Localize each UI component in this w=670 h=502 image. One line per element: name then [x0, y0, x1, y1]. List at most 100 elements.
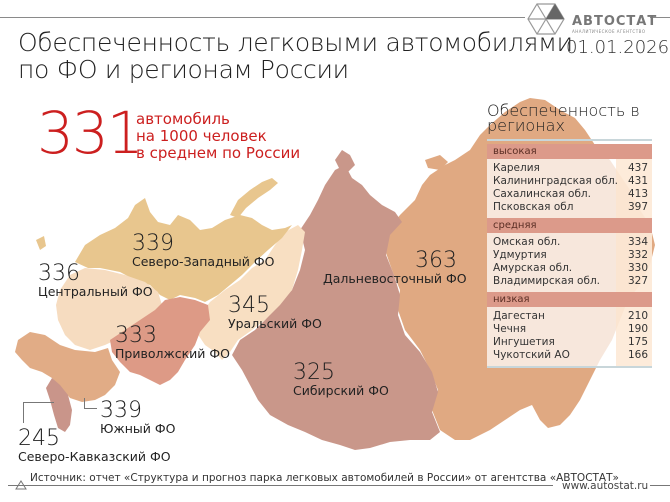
- district-label-siberia: 325 Сибирский ФО: [293, 362, 389, 398]
- table-row: Чечня 190: [487, 323, 652, 336]
- caption-line-2: на 1000 человек: [136, 127, 267, 145]
- district-name: Северо-Кавказский ФО: [18, 449, 171, 464]
- region-value: 330: [627, 262, 648, 274]
- table-row: Ингушетия 175: [487, 336, 652, 349]
- district-label-ural: 345 Уральский ФО: [228, 295, 322, 331]
- district-value: 245: [18, 426, 60, 451]
- district-value: 345: [228, 293, 270, 318]
- region-name: Псковская обл: [493, 201, 574, 213]
- table-row: Калининградская обл. 431: [487, 175, 652, 188]
- table-row: Дагестан 210: [487, 310, 652, 323]
- page-title: Обеспеченность легковыми автомобилями по…: [18, 29, 573, 83]
- region-name: Чечня: [493, 323, 527, 335]
- district-name: Дальневосточный ФО: [323, 271, 467, 286]
- district-label-volga: 333 Приволжский ФО: [115, 325, 230, 361]
- value-column-bg: [616, 144, 652, 366]
- autostat-logo: АВТОСТАТ АНАЛИТИЧЕСКОЕ АГЕНТСТВО: [527, 2, 656, 36]
- map-region-ural: [195, 225, 305, 360]
- district-name: Сибирский ФО: [293, 383, 389, 398]
- region-name: Карелия: [493, 162, 540, 174]
- panel-title-line-2: регионах: [487, 116, 565, 135]
- report-date: 01.01.2026: [566, 37, 670, 58]
- group-header-low: низкая: [487, 292, 652, 307]
- region-name: Ингушетия: [493, 336, 555, 348]
- district-value: 333: [115, 323, 157, 348]
- website-link[interactable]: www.autostat.ru: [562, 480, 649, 492]
- region-value: 332: [627, 249, 648, 261]
- header-rule-right: [650, 17, 670, 18]
- map-region-nw: [75, 198, 292, 302]
- title-line-1: Обеспеченность легковыми автомобилями: [18, 28, 573, 57]
- region-value: 175: [627, 336, 648, 348]
- regions-panel: Обеспеченность в регионах высокая Карели…: [487, 103, 652, 368]
- district-value: 339: [100, 398, 142, 423]
- district-label-ncaucasus: 245 Северо-Кавказский ФО: [18, 428, 171, 464]
- leader-line-ncaucasus: [23, 402, 54, 423]
- russia-average-value: 331: [37, 99, 144, 167]
- map-island-new-siberian: [425, 155, 448, 170]
- title-line-2: по ФО и регионам России: [18, 55, 349, 84]
- group-header-medium: средняя: [487, 218, 652, 233]
- district-value: 339: [132, 231, 174, 256]
- map-region-siberia: [232, 165, 440, 450]
- map-region-ncaucasus: [46, 378, 72, 432]
- regions-panel-title: Обеспеченность в регионах: [487, 101, 652, 135]
- map-region-volga: [110, 297, 210, 385]
- region-value: 437: [627, 162, 648, 174]
- map-exclave-kaliningrad: [36, 236, 46, 250]
- region-value: 327: [627, 275, 648, 287]
- logo-name: АВТОСТАТ: [572, 14, 658, 29]
- region-value: 190: [627, 323, 648, 335]
- table-row: Карелия 437: [487, 162, 652, 175]
- district-label-central: 336 Центральный ФО: [38, 263, 153, 299]
- district-label-south: 339 Южный ФО: [100, 400, 176, 436]
- region-value: 397: [627, 201, 648, 213]
- map-island-novaya-zemlya: [230, 178, 278, 218]
- region-value: 413: [627, 188, 648, 200]
- region-name: Дагестан: [493, 310, 545, 322]
- table-row: Чукотский АО 166: [487, 349, 652, 362]
- district-label-nw: 339 Северо-Западный ФО: [132, 233, 274, 269]
- region-value: 166: [627, 349, 648, 361]
- map-island-severnaya-zemlya: [335, 150, 355, 172]
- district-name: Приволжский ФО: [115, 346, 230, 361]
- table-row: Псковская обл 397: [487, 201, 652, 214]
- region-name: Чукотский АО: [493, 349, 570, 361]
- region-name: Калининградская обл.: [493, 175, 619, 187]
- caption-line-1: автомобиль: [136, 110, 230, 128]
- autostat-logo-icon: [527, 3, 565, 35]
- group-high: Карелия 437 Калининградская обл. 431 Сахал…: [487, 162, 652, 218]
- group-low: Дагестан 210 Чечня 190 Ингушетия 175 Чукотс…: [487, 310, 652, 366]
- district-name: Уральский ФО: [228, 316, 322, 331]
- table-row: Удмуртия 332: [487, 249, 652, 262]
- table-row: Омская обл. 334: [487, 236, 652, 249]
- region-name: Удмуртия: [493, 249, 547, 261]
- table-row: Амурская обл. 330: [487, 262, 652, 275]
- district-value: 325: [293, 360, 335, 385]
- district-name: Южный ФО: [100, 421, 176, 436]
- group-medium: Омская обл. 334 Удмуртия 332 Амурская обл.…: [487, 236, 652, 292]
- region-value: 334: [627, 236, 648, 248]
- region-name: Омская обл.: [493, 236, 561, 248]
- panel-top-rule: [487, 139, 652, 141]
- region-value: 210: [627, 310, 648, 322]
- footer-rule-right: [650, 485, 670, 486]
- group-header-high: высокая: [487, 144, 652, 159]
- panel-title-line-1: Обеспеченность в: [487, 101, 640, 120]
- table-row: Владимирская обл. 327: [487, 275, 652, 288]
- source-note: Источник: отчет «Структура и прогноз пар…: [30, 472, 619, 484]
- russia-average-caption: автомобиль на 1000 человек в среднем по …: [136, 111, 300, 162]
- map-region-south: [15, 332, 120, 402]
- region-name: Сахалинская обл.: [493, 188, 591, 200]
- district-value: 336: [38, 261, 80, 286]
- logo-subtitle: АНАЛИТИЧЕСКОЕ АГЕНТСТВО: [572, 29, 646, 34]
- header-rule: [0, 17, 525, 18]
- district-name: Центральный ФО: [38, 284, 153, 299]
- table-row: Сахалинская обл. 413: [487, 188, 652, 201]
- region-name: Амурская обл.: [493, 262, 573, 274]
- district-name: Северо-Западный ФО: [132, 254, 275, 269]
- district-value: 363: [415, 248, 457, 273]
- regions-table: высокая Карелия 437 Калининградская обл. 4…: [487, 144, 652, 366]
- leader-line-south: [84, 398, 97, 409]
- footer-rule: [8, 485, 553, 486]
